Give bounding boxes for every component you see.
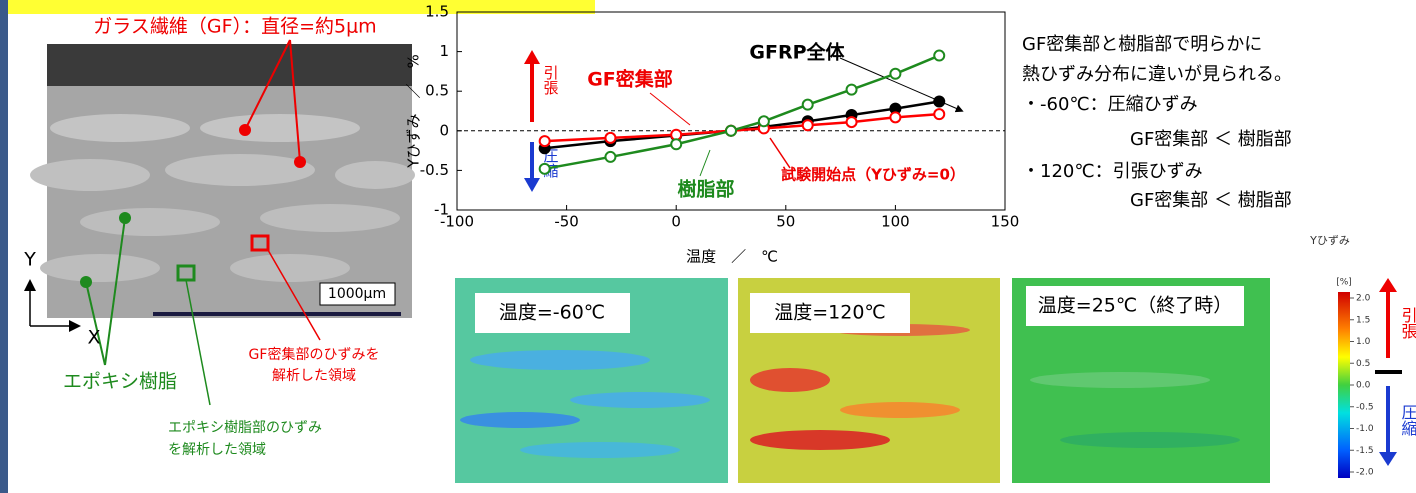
scale-label: 1000μm [328,286,386,302]
summary-line: ・120℃：引張ひずみ [1022,161,1203,182]
series-line [545,101,940,148]
compression-arrow [524,178,540,192]
data-point [671,139,681,149]
x-tick-label: 50 [776,213,795,231]
x-axis-label: 温度 ／ ℃ [686,248,778,266]
annotation-line [700,150,710,176]
data-point [890,112,900,122]
slide: ガラス繊維（GF）：直径=約5μm 1000μm Y X エポキシ樹脂 GF密集… [0,0,1416,493]
summary-line: 熱ひずみ分布に違いが見られる。 [1022,64,1292,85]
y-axis-label: Yひずみ ／ % [405,54,423,168]
y-tick-label: 0 [439,121,449,139]
x-tick-label: 0 [671,213,681,231]
y-tick-label: -1 [434,201,449,219]
colorbar-tick-label: 2.0 [1356,294,1371,304]
gf-region-label: GF密集部のひずみを [249,346,380,363]
data-point [890,69,900,79]
map-label: 温度=120℃ [774,302,886,324]
compression-label: 圧縮 [1399,404,1416,436]
data-point [934,96,944,106]
side-stripe [0,0,8,493]
x-axis-icon: X [87,327,100,349]
tension-label: 引張 [542,65,560,96]
epoxy-region-label: を解析した領域 [168,441,266,458]
series-label: 樹脂部 [677,178,734,201]
epoxy-label: エポキシ樹脂 [63,371,177,393]
colorbar-title: Yひずみ [1309,234,1350,247]
data-point [847,85,857,95]
x-tick-label: 150 [991,213,1020,231]
y-tick-label: 1 [439,42,449,60]
fiber-label: ガラス繊維（GF）：直径=約5μm [93,16,376,38]
x-tick-label: -50 [554,213,579,231]
annotation-line [770,138,790,168]
series-label: GF密集部 [587,68,673,91]
data-point [726,126,736,136]
tension-arrow [1379,278,1397,292]
colorbar-tick-label: 1.5 [1356,315,1370,325]
tension-arrow [524,50,540,64]
data-point [847,117,857,127]
series-label: GFRP全体 [749,41,845,64]
colorbar-tick-label: 0.0 [1356,381,1371,391]
colorbar-tick-label: 1.0 [1356,337,1371,347]
map-label: 温度=25℃（終了時） [1038,295,1232,317]
data-point [671,130,681,140]
y-tick-label: -0.5 [420,161,449,179]
colorbar-tick-label: -1.5 [1356,446,1374,456]
data-point [934,109,944,119]
colorbar-unit: [%] [1336,278,1352,288]
y-axis-icon: Y [23,249,36,271]
summary-line: GF密集部 ＜ 樹脂部 [1130,190,1292,211]
y-tick-label: 0.5 [425,82,449,100]
data-point [803,100,813,110]
data-point [759,116,769,126]
colorbar-tick-label: -1.0 [1356,424,1374,434]
epoxy-region-label: エポキシ樹脂部のひずみ [168,420,322,436]
start-annotation: 試験開始点（Yひずみ=0） [781,166,965,184]
annotation-line [650,93,690,125]
compression-arrow [1379,452,1397,466]
summary-line: GF密集部 ＜ 樹脂部 [1130,129,1292,150]
data-point [605,133,615,143]
gf-region-label: 解析した領域 [272,367,356,384]
summary-line: ・-60℃：圧縮ひずみ [1022,94,1198,115]
data-point [934,51,944,61]
data-point [540,164,550,174]
y-tick-label: 1.5 [425,3,449,21]
map-label: 温度=-60℃ [499,302,605,324]
data-point [803,120,813,130]
colorbar [1338,292,1350,478]
colorbar-tick-label: 0.5 [1356,359,1370,369]
data-point [605,152,615,162]
colorbar-tick-label: -2.0 [1356,468,1374,478]
colorbar-tick-label: -0.5 [1356,402,1374,412]
tension-label: 引張 [1399,307,1416,340]
data-point [540,136,550,146]
x-tick-label: 100 [881,213,910,231]
summary-line: GF密集部と樹脂部で明らかに [1022,34,1262,55]
